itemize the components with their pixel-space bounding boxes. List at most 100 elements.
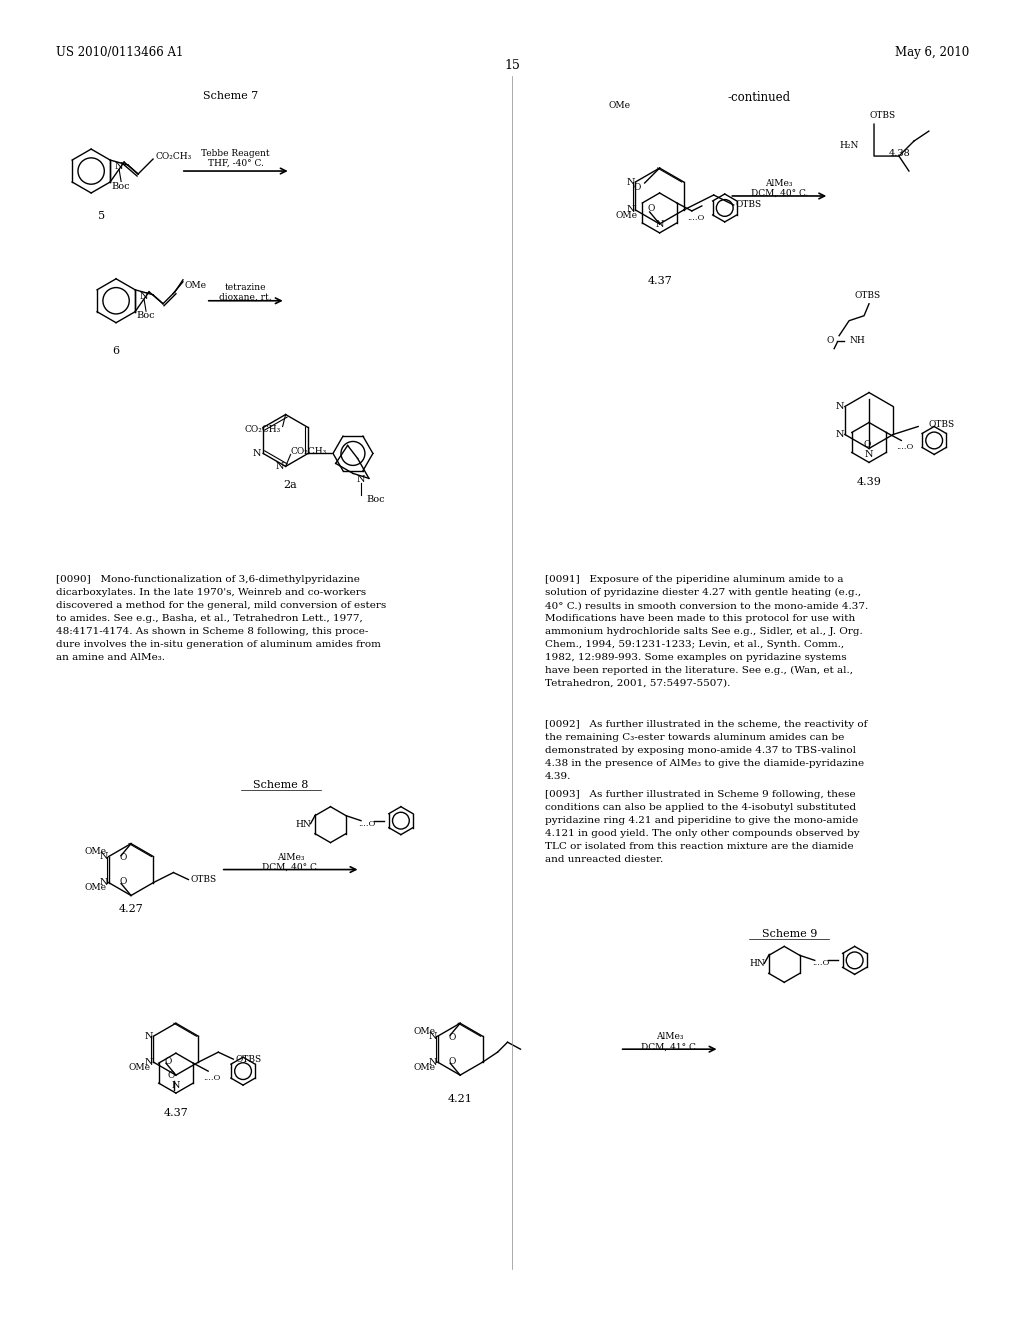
Text: DCM, 40° C.: DCM, 40° C. bbox=[751, 189, 808, 198]
Text: ....O: ....O bbox=[358, 820, 376, 828]
Text: O: O bbox=[120, 853, 127, 862]
Text: ....O: ....O bbox=[896, 444, 913, 451]
Text: 4.121 in good yield. The only other compounds observed by: 4.121 in good yield. The only other comp… bbox=[545, 829, 859, 838]
Text: Tetrahedron, 2001, 57:5497-5507).: Tetrahedron, 2001, 57:5497-5507). bbox=[545, 678, 730, 688]
Text: 4.39: 4.39 bbox=[857, 478, 882, 487]
Text: DCM, 40° C.: DCM, 40° C. bbox=[262, 862, 319, 871]
Text: OMe: OMe bbox=[414, 1063, 435, 1072]
Text: NH: NH bbox=[849, 337, 865, 345]
Text: O: O bbox=[164, 1056, 172, 1065]
Text: 48:4171-4174. As shown in Scheme 8 following, this proce-: 48:4171-4174. As shown in Scheme 8 follo… bbox=[56, 627, 369, 636]
Text: ....O: ....O bbox=[687, 214, 705, 222]
Text: N: N bbox=[356, 475, 366, 484]
Text: N: N bbox=[627, 177, 635, 186]
Text: Boc: Boc bbox=[137, 312, 156, 321]
Text: ammonium hydrochloride salts See e.g., Sidler, et al., J. Org.: ammonium hydrochloride salts See e.g., S… bbox=[545, 627, 862, 636]
Text: 1982, 12:989-993. Some examples on pyridazine systems: 1982, 12:989-993. Some examples on pyrid… bbox=[545, 653, 847, 663]
Text: N: N bbox=[99, 878, 108, 887]
Text: conditions can also be applied to the 4-isobutyl substituted: conditions can also be applied to the 4-… bbox=[545, 803, 856, 812]
Text: 4.38 in the presence of AlMe₃ to give the diamide-pyridazine: 4.38 in the presence of AlMe₃ to give th… bbox=[545, 759, 864, 768]
Text: demonstrated by exposing mono-amide 4.37 to TBS-valinol: demonstrated by exposing mono-amide 4.37… bbox=[545, 746, 856, 755]
Text: N: N bbox=[253, 449, 261, 458]
Text: AlMe₃: AlMe₃ bbox=[766, 180, 793, 187]
Text: 4.39.: 4.39. bbox=[545, 772, 571, 780]
Text: O: O bbox=[648, 205, 655, 214]
Text: dure involves the in-situ generation of aluminum amides from: dure involves the in-situ generation of … bbox=[56, 640, 381, 649]
Text: -continued: -continued bbox=[728, 91, 791, 104]
Text: 15: 15 bbox=[504, 59, 520, 73]
Text: O: O bbox=[863, 440, 870, 449]
Text: N: N bbox=[144, 1032, 153, 1040]
Text: OTBS: OTBS bbox=[928, 420, 954, 429]
Text: DCM, 41° C.: DCM, 41° C. bbox=[641, 1043, 698, 1051]
Text: OTBS: OTBS bbox=[735, 201, 762, 210]
Text: HN: HN bbox=[750, 960, 765, 969]
Text: solution of pyridazine diester 4.27 with gentle heating (e.g.,: solution of pyridazine diester 4.27 with… bbox=[545, 589, 861, 597]
Text: N: N bbox=[627, 206, 635, 214]
Text: discovered a method for the general, mild conversion of esters: discovered a method for the general, mil… bbox=[56, 601, 386, 610]
Text: N: N bbox=[428, 1057, 437, 1067]
Text: have been reported in the literature. See e.g., (Wan, et al.,: have been reported in the literature. Se… bbox=[545, 667, 853, 675]
Text: N: N bbox=[172, 1081, 180, 1089]
Text: [0092]   As further illustrated in the scheme, the reactivity of: [0092] As further illustrated in the sch… bbox=[545, 719, 867, 729]
Text: [0091]   Exposure of the piperidine aluminum amide to a: [0091] Exposure of the piperidine alumin… bbox=[545, 576, 844, 585]
Text: O: O bbox=[120, 876, 127, 886]
Text: O: O bbox=[449, 1056, 456, 1065]
Text: CO₂CH₃: CO₂CH₃ bbox=[291, 447, 327, 455]
Text: US 2010/0113466 A1: US 2010/0113466 A1 bbox=[56, 46, 183, 59]
Text: OTBS: OTBS bbox=[869, 111, 895, 120]
Text: N: N bbox=[140, 292, 148, 301]
Text: 4.27: 4.27 bbox=[119, 904, 143, 915]
Text: N: N bbox=[655, 220, 664, 230]
Text: an amine and AlMe₃.: an amine and AlMe₃. bbox=[56, 653, 165, 663]
Text: N: N bbox=[99, 853, 108, 861]
Text: 4.21: 4.21 bbox=[447, 1094, 473, 1104]
Text: 40° C.) results in smooth conversion to the mono-amide 4.37.: 40° C.) results in smooth conversion to … bbox=[545, 601, 868, 610]
Text: N: N bbox=[275, 462, 284, 471]
Text: OMe: OMe bbox=[615, 211, 638, 220]
Text: OMe: OMe bbox=[608, 102, 631, 110]
Text: H₂N: H₂N bbox=[839, 141, 858, 150]
Text: OTBS: OTBS bbox=[854, 290, 881, 300]
Text: N: N bbox=[836, 430, 844, 440]
Text: N: N bbox=[115, 162, 123, 172]
Text: [0093]   As further illustrated in Scheme 9 following, these: [0093] As further illustrated in Scheme … bbox=[545, 789, 855, 799]
Text: dicarboxylates. In the late 1970's, Weinreb and co-workers: dicarboxylates. In the late 1970's, Wein… bbox=[56, 589, 367, 597]
Text: O: O bbox=[826, 337, 835, 345]
Text: CO₂CH₃: CO₂CH₃ bbox=[245, 425, 281, 434]
Text: N: N bbox=[836, 403, 844, 411]
Text: 4.38: 4.38 bbox=[889, 149, 910, 158]
Text: pyridazine ring 4.21 and piperidine to give the mono-amide: pyridazine ring 4.21 and piperidine to g… bbox=[545, 816, 858, 825]
Text: O: O bbox=[634, 183, 641, 193]
Text: O: O bbox=[167, 1071, 175, 1080]
Text: Scheme 9: Scheme 9 bbox=[762, 929, 817, 940]
Text: Boc: Boc bbox=[366, 495, 385, 504]
Text: Boc: Boc bbox=[112, 182, 130, 190]
Text: N: N bbox=[144, 1057, 153, 1067]
Text: OMe: OMe bbox=[414, 1027, 435, 1036]
Text: Chem., 1994, 59:1231-1233; Levin, et al., Synth. Comm.,: Chem., 1994, 59:1231-1233; Levin, et al.… bbox=[545, 640, 844, 649]
Text: OMe: OMe bbox=[84, 847, 106, 857]
Text: 5: 5 bbox=[97, 211, 104, 220]
Text: to amides. See e.g., Basha, et al., Tetrahedron Lett., 1977,: to amides. See e.g., Basha, et al., Tetr… bbox=[56, 614, 362, 623]
Text: and unreacted diester.: and unreacted diester. bbox=[545, 854, 664, 863]
Text: 4.37: 4.37 bbox=[647, 276, 672, 286]
Text: O: O bbox=[449, 1032, 456, 1041]
Text: tetrazine: tetrazine bbox=[225, 282, 266, 292]
Text: THF, -40° C.: THF, -40° C. bbox=[208, 158, 264, 168]
Text: Scheme 7: Scheme 7 bbox=[203, 91, 258, 102]
Text: Tebbe Reagent: Tebbe Reagent bbox=[202, 149, 270, 158]
Text: HN: HN bbox=[296, 820, 311, 829]
Text: TLC or isolated from this reaction mixture are the diamide: TLC or isolated from this reaction mixtu… bbox=[545, 842, 854, 850]
Text: dioxane, rt.: dioxane, rt. bbox=[219, 293, 272, 302]
Text: AlMe₃: AlMe₃ bbox=[276, 853, 304, 862]
Text: 6: 6 bbox=[113, 346, 120, 355]
Text: OMe: OMe bbox=[84, 883, 106, 892]
Text: OTBS: OTBS bbox=[236, 1055, 261, 1064]
Text: OTBS: OTBS bbox=[190, 875, 216, 884]
Text: AlMe₃: AlMe₃ bbox=[655, 1032, 683, 1041]
Text: 4.37: 4.37 bbox=[164, 1107, 188, 1118]
Text: OMe: OMe bbox=[185, 281, 207, 290]
Text: [0090]   Mono-functionalization of 3,6-dimethylpyridazine: [0090] Mono-functionalization of 3,6-dim… bbox=[56, 576, 360, 585]
Text: N: N bbox=[865, 450, 873, 459]
